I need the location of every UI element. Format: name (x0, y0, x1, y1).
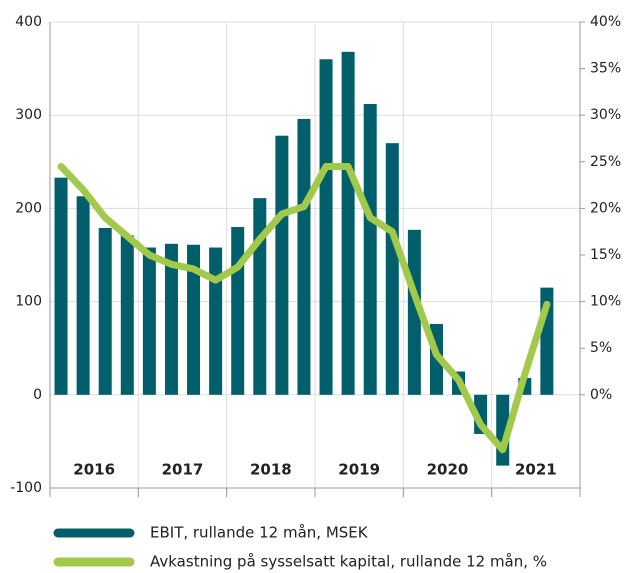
group-label: 2016 (73, 461, 115, 479)
group-label: 2017 (162, 461, 204, 479)
bar (297, 118, 311, 395)
y2-tick-label: 30% (590, 107, 621, 123)
y-tick-label: 200 (15, 200, 42, 216)
bar (407, 229, 421, 395)
bar (164, 243, 178, 395)
y-tick-label: 400 (15, 14, 42, 30)
y2-tick-label: 35% (590, 61, 621, 77)
bar (54, 177, 68, 395)
y2-tick-label: 20% (590, 200, 621, 216)
bar (98, 227, 112, 395)
bar (142, 247, 156, 395)
y-tick-label: 100 (15, 294, 42, 310)
bar (187, 244, 201, 395)
group-label: 2021 (515, 461, 557, 479)
bar (385, 143, 399, 395)
y2-tick-label: 5% (590, 340, 612, 356)
bar (253, 198, 267, 395)
line (57, 162, 551, 454)
bar (319, 59, 333, 395)
y-tick-label: 300 (15, 107, 42, 123)
bar (76, 196, 90, 395)
legend-label: Avkastning på sysselsatt kapital, rullan… (150, 553, 547, 571)
bar (209, 247, 223, 395)
y-tick-label: 0 (33, 387, 42, 403)
y2-tick-label: 10% (590, 294, 621, 310)
group-label: 2019 (338, 461, 380, 479)
bar (231, 227, 245, 395)
y2-tick-label: 25% (590, 154, 621, 170)
bar (120, 235, 134, 395)
y-tick-label: -100 (10, 480, 42, 496)
bar (275, 135, 289, 395)
y2-tick-label: 0% (590, 387, 612, 403)
bar (341, 51, 355, 395)
legend-label: EBIT, rullande 12 mån, MSEK (150, 524, 369, 542)
group-label: 2018 (250, 461, 292, 479)
y2-tick-label: 40% (590, 14, 621, 30)
y2-tick-label: 15% (590, 247, 621, 263)
group-label: 2020 (427, 461, 469, 479)
bar (363, 104, 377, 395)
